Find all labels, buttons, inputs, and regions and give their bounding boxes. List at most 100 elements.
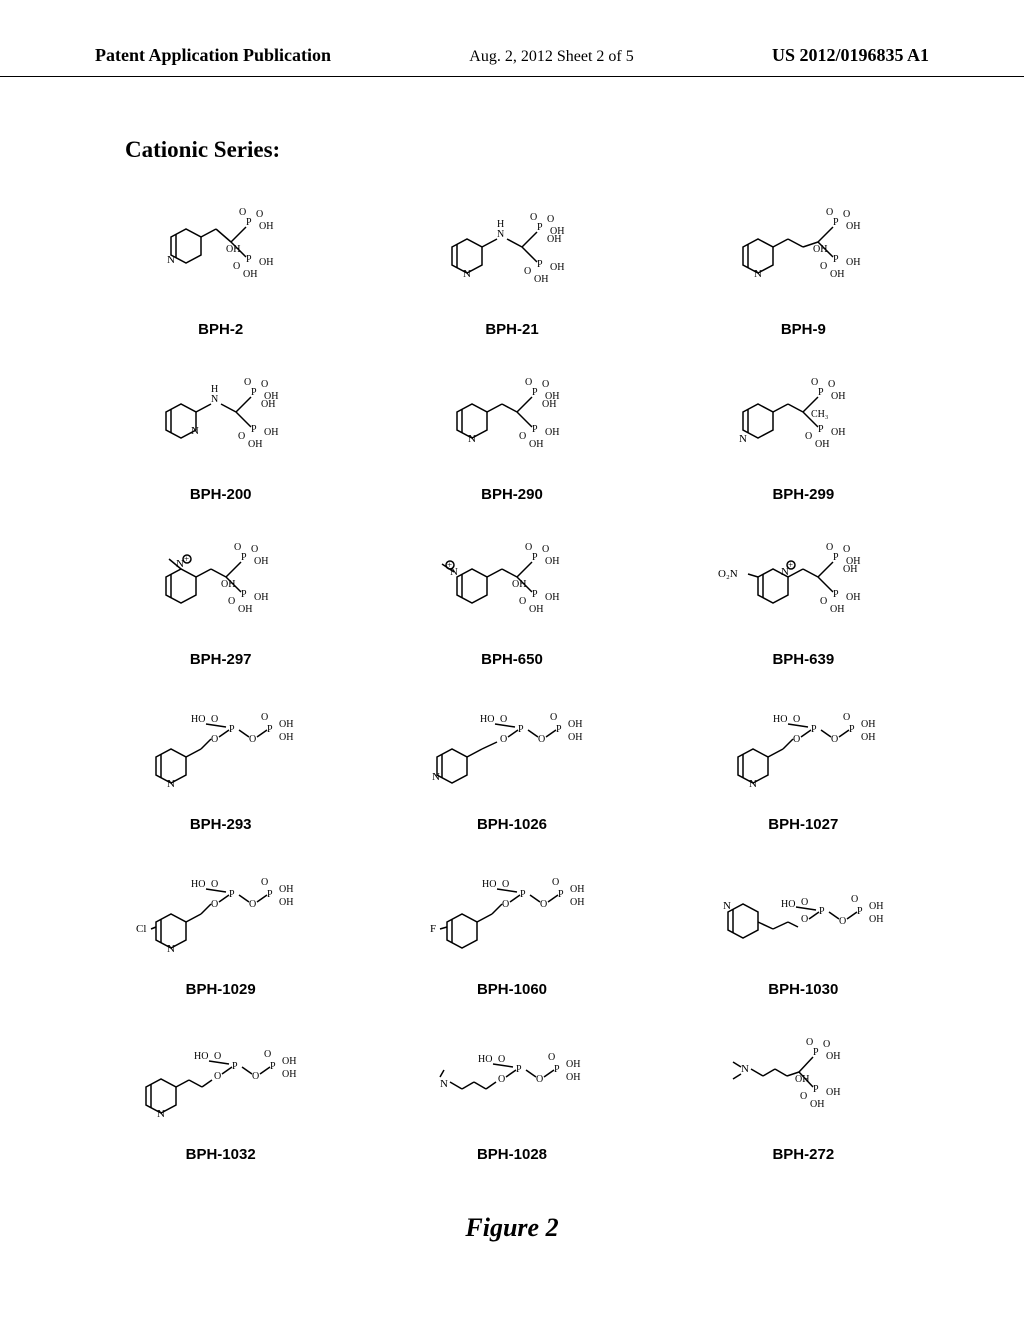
svg-text:P: P	[232, 1061, 238, 1072]
svg-text:O: O	[530, 212, 537, 223]
svg-text:+: +	[788, 560, 793, 570]
svg-text:P: P	[241, 589, 247, 600]
svg-text:OH: OH	[512, 579, 526, 590]
svg-text:OH: OH	[259, 221, 273, 232]
structure-cell: N + OH P O OH O P O	[95, 523, 346, 668]
chemical-structure: N O P HO O O P O OH OH	[95, 688, 346, 811]
structure-cell: N O P HO O O P O OH OH	[95, 688, 346, 833]
svg-text:OH: OH	[570, 884, 584, 895]
structure-label: BPH-650	[481, 651, 543, 668]
svg-text:O: O	[826, 207, 833, 218]
svg-text:OH: OH	[869, 914, 883, 925]
svg-text:P: P	[833, 254, 839, 265]
svg-text:OH: OH	[259, 257, 273, 268]
svg-text:O: O	[256, 209, 263, 220]
svg-text:N: N	[167, 943, 175, 955]
svg-text:P: P	[516, 1064, 522, 1075]
chemical-structure: N P O OH O OH P O OH OH	[386, 358, 637, 481]
svg-text:OH: OH	[826, 1087, 840, 1098]
structure-cell: N + OH P O OH O P O	[386, 523, 637, 668]
svg-text:N: N	[167, 778, 175, 790]
structure-cell: N N H P O OH O OH P O OH	[386, 193, 637, 338]
svg-text:O: O	[261, 712, 268, 723]
svg-text:OH: OH	[813, 244, 827, 255]
structure-label: BPH-1029	[186, 981, 256, 998]
header-patent-number: US 2012/0196835 A1	[772, 45, 929, 66]
svg-text:HO: HO	[482, 879, 496, 890]
structure-label: BPH-297	[190, 651, 252, 668]
structure-cell: N CH₃ P O OH O P O OH OH	[678, 358, 929, 503]
svg-text:O: O	[261, 379, 268, 390]
svg-text:O: O	[801, 914, 808, 925]
svg-text:P: P	[270, 1061, 276, 1072]
svg-text:O: O	[238, 431, 245, 442]
chemical-structure: N OH P O OH O P O OH OH	[95, 193, 346, 316]
svg-text:P: P	[857, 906, 863, 917]
svg-text:P: P	[813, 1084, 819, 1095]
main-content: Cationic Series: N OH P O	[0, 77, 1024, 1243]
svg-text:P: P	[532, 552, 538, 563]
svg-text:OH: OH	[831, 427, 845, 438]
svg-text:OH: OH	[568, 719, 582, 730]
svg-text:HO: HO	[480, 714, 494, 725]
structure-label: BPH-299	[772, 486, 834, 503]
svg-text:O: O	[500, 714, 507, 725]
svg-text:OH: OH	[243, 269, 257, 280]
svg-text:O: O	[233, 261, 240, 272]
chemical-structure: N + OH P O OH O P O	[386, 523, 637, 646]
svg-text:HO: HO	[773, 714, 787, 725]
structure-cell: O₂N N + P O OH O	[678, 523, 929, 668]
svg-text:O: O	[500, 734, 507, 745]
svg-text:OH: OH	[831, 391, 845, 402]
svg-text:O: O	[843, 544, 850, 555]
svg-text:OH: OH	[810, 1099, 824, 1110]
svg-text:OH: OH	[568, 732, 582, 743]
svg-text:O: O	[249, 734, 256, 745]
svg-text:N: N	[432, 771, 440, 783]
chemical-structure: N O P HO O O P O OH	[678, 853, 929, 976]
svg-text:HO: HO	[191, 714, 205, 725]
svg-text:H: H	[211, 384, 218, 395]
header-publication: Patent Application Publication	[95, 45, 331, 66]
svg-text:N: N	[741, 1063, 749, 1075]
chemical-structure: N O P HO O O P	[386, 1018, 637, 1141]
svg-text:P: P	[532, 589, 538, 600]
svg-text:P: P	[251, 387, 257, 398]
svg-text:O: O	[793, 734, 800, 745]
svg-text:O: O	[552, 877, 559, 888]
svg-text:N: N	[157, 1108, 165, 1120]
svg-text:O: O	[538, 734, 545, 745]
svg-text:O: O	[211, 899, 218, 910]
svg-text:OH: OH	[815, 439, 829, 450]
svg-text:OH: OH	[238, 604, 252, 615]
svg-text:OH: OH	[282, 1056, 296, 1067]
svg-text:O: O	[851, 894, 858, 905]
svg-text:O: O	[548, 1052, 555, 1063]
svg-text:O: O	[547, 214, 554, 225]
svg-text:OH: OH	[826, 1051, 840, 1062]
svg-text:O: O	[806, 1037, 813, 1048]
svg-text:P: P	[833, 552, 839, 563]
structure-cell: N OH P O OH O P O OH OH	[95, 193, 346, 338]
svg-text:N: N	[754, 268, 762, 280]
svg-text:O: O	[536, 1074, 543, 1085]
svg-text:OH: OH	[261, 399, 275, 410]
svg-text:OH: OH	[264, 427, 278, 438]
structure-label: BPH-1060	[477, 981, 547, 998]
structures-grid: N OH P O OH O P O OH OH	[95, 193, 929, 1163]
svg-text:O: O	[820, 596, 827, 607]
svg-text:OH: OH	[869, 901, 883, 912]
svg-text:P: P	[558, 889, 564, 900]
structure-label: BPH-1026	[477, 816, 547, 833]
svg-text:OH: OH	[861, 719, 875, 730]
structure-label: BPH-9	[781, 321, 826, 338]
svg-text:OH: OH	[550, 262, 564, 273]
svg-text:O: O	[831, 734, 838, 745]
svg-text:O: O	[800, 1091, 807, 1102]
svg-text:P: P	[833, 589, 839, 600]
structure-cell: N O P HO O O P	[386, 1018, 637, 1163]
svg-text:P: P	[819, 906, 825, 917]
structure-label: BPH-293	[190, 816, 252, 833]
svg-text:HO: HO	[478, 1054, 492, 1065]
svg-text:P: P	[818, 387, 824, 398]
